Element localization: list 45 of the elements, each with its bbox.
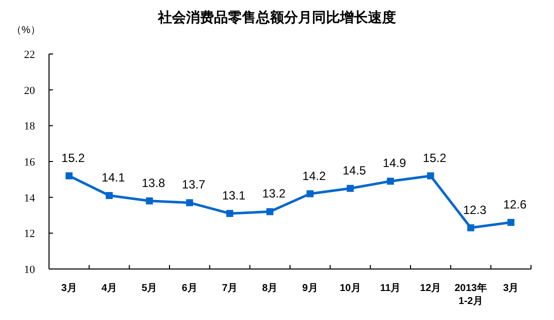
y-tick-label: 16 — [24, 156, 36, 168]
x-tick-label: 3月 — [61, 283, 77, 294]
y-tick-label: 12 — [24, 228, 35, 240]
point — [507, 218, 514, 226]
data-label: 14.9 — [382, 156, 406, 170]
data-label: 13.1 — [222, 188, 246, 202]
x-tick-label: 12月 — [420, 283, 442, 294]
x-tick-label: 10月 — [340, 283, 361, 294]
y-axis-title: （%） — [12, 25, 40, 36]
data-label: 12.6 — [503, 197, 527, 212]
point — [386, 178, 394, 185]
data-label: 15.2 — [61, 150, 86, 165]
data-label: 14.2 — [302, 168, 326, 183]
x-tick-label: 11月 — [380, 283, 401, 294]
point — [306, 190, 314, 198]
x-tick-label: 3月 — [503, 283, 519, 294]
y-tick-label: 10 — [24, 264, 36, 276]
point — [66, 172, 73, 180]
x-tick-label: 4月 — [101, 283, 118, 294]
x-tick-label: 7月 — [222, 283, 238, 294]
point — [427, 172, 434, 180]
point — [106, 192, 113, 200]
x-tick-label: 9月 — [302, 283, 318, 294]
point — [186, 199, 194, 206]
x-tick-label: 8月 — [262, 283, 278, 294]
y-tick-label: 14 — [24, 192, 36, 204]
data-label: 14.5 — [342, 163, 366, 178]
point — [467, 224, 474, 232]
point — [346, 184, 354, 192]
data-label: 13.7 — [182, 178, 206, 192]
data-label: 13.2 — [262, 186, 286, 201]
x-tick-label: 2013年 1-2月 — [454, 282, 487, 307]
point — [266, 208, 274, 216]
data-label: 15.2 — [422, 150, 447, 165]
x-tick-label: 5月 — [142, 283, 158, 294]
x-tick-label: 6月 — [182, 283, 198, 294]
data-label: 14.1 — [102, 170, 126, 185]
data-label: 12.3 — [463, 202, 487, 217]
y-tick-label: 18 — [24, 120, 36, 133]
point — [226, 210, 234, 217]
y-tick-label: 22 — [24, 49, 35, 61]
y-tick-label: 20 — [24, 84, 36, 97]
point — [146, 197, 153, 204]
data-label: 13.8 — [142, 176, 166, 190]
chart-title: 社会消费品零售总额分月同比增长速度 — [157, 9, 396, 25]
